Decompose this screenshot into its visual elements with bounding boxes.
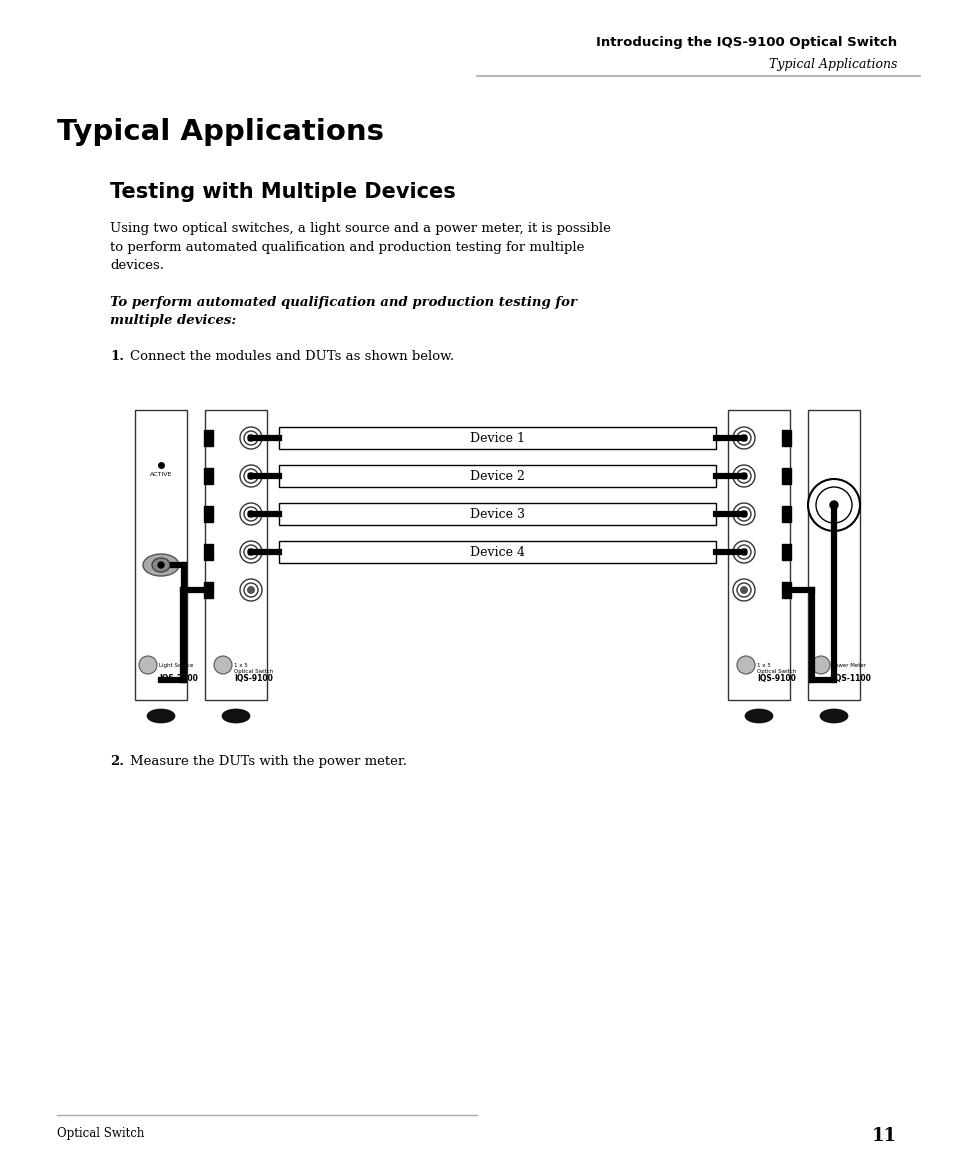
Bar [278, 427, 716, 449]
Text: Device 1: Device 1 [470, 431, 524, 445]
Bar [204, 544, 213, 560]
Text: IQS-9100: IQS-9100 [757, 675, 795, 683]
Circle shape [811, 656, 829, 675]
Circle shape [247, 586, 254, 593]
Text: Typical Applications: Typical Applications [57, 118, 384, 146]
Circle shape [244, 431, 257, 445]
Circle shape [244, 506, 257, 522]
Circle shape [737, 656, 754, 675]
Circle shape [740, 510, 747, 518]
Text: Power Meter: Power Meter [831, 663, 865, 668]
Text: Device 2: Device 2 [470, 469, 524, 482]
Bar [278, 541, 716, 563]
Bar [278, 503, 716, 525]
Text: 1 x 5
Optical Switch: 1 x 5 Optical Switch [233, 663, 273, 673]
Circle shape [737, 545, 750, 559]
Circle shape [740, 435, 747, 442]
Bar [781, 544, 790, 560]
Bar [781, 468, 790, 484]
Bar [781, 430, 790, 446]
Circle shape [737, 583, 750, 597]
Ellipse shape [744, 709, 772, 723]
Text: 11: 11 [871, 1127, 896, 1145]
Bar [135, 410, 187, 700]
Circle shape [139, 656, 157, 675]
Ellipse shape [222, 709, 250, 723]
Circle shape [807, 479, 859, 531]
Circle shape [240, 427, 262, 449]
Text: ACTIVE: ACTIVE [150, 472, 172, 478]
Circle shape [732, 427, 754, 449]
Circle shape [732, 580, 754, 602]
Text: IQS-1100: IQS-1100 [831, 675, 870, 683]
Ellipse shape [152, 557, 170, 573]
Ellipse shape [143, 554, 179, 576]
Text: Introducing the IQS-9100 Optical Switch: Introducing the IQS-9100 Optical Switch [596, 36, 896, 49]
Ellipse shape [147, 709, 174, 723]
Bar [781, 582, 790, 598]
Bar [204, 468, 213, 484]
Text: Measure the DUTs with the power meter.: Measure the DUTs with the power meter. [130, 755, 407, 768]
Text: Device 3: Device 3 [470, 508, 524, 520]
Text: Light Source: Light Source [159, 663, 193, 668]
Text: Optical Switch: Optical Switch [57, 1127, 144, 1140]
Circle shape [815, 487, 851, 523]
Circle shape [244, 545, 257, 559]
Circle shape [737, 469, 750, 483]
Bar [807, 410, 859, 700]
Text: 1 x 5
Optical Switch: 1 x 5 Optical Switch [757, 663, 796, 673]
Circle shape [158, 562, 164, 568]
Circle shape [240, 503, 262, 525]
Circle shape [240, 580, 262, 602]
Bar [204, 506, 213, 522]
Circle shape [740, 586, 747, 593]
Text: IQS-9100: IQS-9100 [233, 675, 273, 683]
Bar [205, 410, 267, 700]
Text: Typical Applications: Typical Applications [768, 58, 896, 71]
Text: IQS-2100: IQS-2100 [159, 675, 197, 683]
Circle shape [740, 473, 747, 480]
Circle shape [247, 548, 254, 555]
Circle shape [732, 541, 754, 563]
Text: Device 4: Device 4 [470, 546, 524, 559]
Text: 1.: 1. [110, 350, 124, 363]
Circle shape [240, 465, 262, 487]
Text: Using two optical switches, a light source and a power meter, it is possible
to : Using two optical switches, a light sour… [110, 223, 610, 272]
Circle shape [213, 656, 232, 675]
Text: Connect the modules and DUTs as shown below.: Connect the modules and DUTs as shown be… [130, 350, 454, 363]
Ellipse shape [820, 709, 847, 723]
Circle shape [737, 506, 750, 522]
Circle shape [244, 469, 257, 483]
Bar [781, 506, 790, 522]
Text: To perform automated qualification and production testing for
multiple devices:: To perform automated qualification and p… [110, 296, 577, 327]
Bar [204, 582, 213, 598]
Bar [278, 465, 716, 487]
Text: Testing with Multiple Devices: Testing with Multiple Devices [110, 182, 456, 202]
Circle shape [737, 431, 750, 445]
Circle shape [829, 501, 837, 509]
Circle shape [732, 503, 754, 525]
Text: 2.: 2. [110, 755, 124, 768]
Circle shape [732, 465, 754, 487]
Circle shape [240, 541, 262, 563]
Circle shape [247, 435, 254, 442]
Circle shape [247, 510, 254, 518]
Circle shape [247, 473, 254, 480]
Bar [204, 430, 213, 446]
Circle shape [740, 548, 747, 555]
Bar [727, 410, 789, 700]
Circle shape [244, 583, 257, 597]
